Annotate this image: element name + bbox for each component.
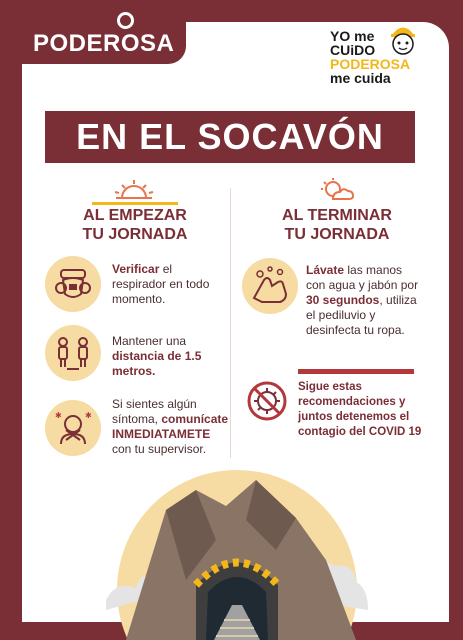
- end-heading: AL TERMINAR TU JORNADA: [262, 206, 412, 244]
- svg-text:✱: ✱: [55, 411, 62, 420]
- logo-ring-icon: [117, 12, 134, 29]
- brand-name: PODEROSA: [33, 30, 175, 57]
- covid-message: Sigue estas recomendaciones y juntos det…: [298, 381, 422, 438]
- handwash-text: Lávate las manos con agua y jabón por 30…: [306, 263, 424, 338]
- mascot-icon: [391, 27, 415, 55]
- distance-text-pre: Mantener una: [112, 334, 187, 348]
- respirator-text: Verificar el respirador en todo momento.: [112, 262, 220, 307]
- distance-text-bold: distancia de 1.5 metros.: [112, 349, 202, 378]
- handwash-text2: , utiliza el pediluvio y desinfecta tu r…: [306, 293, 417, 337]
- slogan-line3: PODEROSA: [330, 56, 411, 72]
- page-title: EN EL SOCAVÓN: [76, 116, 384, 157]
- respirator-circle: [45, 256, 101, 312]
- svg-text:✱: ✱: [85, 411, 92, 420]
- symptoms-circle: ✱ ✱: [45, 400, 101, 456]
- start-heading: AL EMPEZAR TU JORNADA: [60, 206, 210, 244]
- symptoms-icon: ✱ ✱: [55, 411, 92, 445]
- slogan-logo: YO me CUiDO PODEROSA me cuida: [330, 29, 440, 85]
- sunrise-icon: [114, 180, 154, 199]
- respirator-text-rest: el respirador en todo momento.: [112, 262, 210, 306]
- start-heading-line1: AL EMPEZAR: [83, 207, 187, 224]
- no-virus-icon: [247, 381, 287, 421]
- handwash-text1: las manos con agua y jabón por: [306, 263, 419, 292]
- start-underline: [92, 202, 178, 205]
- column-divider: [230, 188, 231, 458]
- respirator-icon: [55, 269, 91, 298]
- end-heading-line1: AL TERMINAR: [282, 207, 392, 224]
- slogan-line1: YO me: [330, 28, 375, 44]
- brand-tab: [0, 0, 186, 64]
- sunset-cloud-icon: [321, 178, 355, 200]
- brand-logo: PODEROSA: [33, 12, 175, 58]
- distance-circle: [45, 325, 101, 381]
- handwash-bold1: Lávate: [306, 263, 345, 277]
- covid-rule: [298, 369, 414, 374]
- handwash-circle: [242, 258, 298, 314]
- slogan-line4: me cuida: [330, 70, 391, 86]
- symptoms-text-bold: comunícate INMEDIATAMETE: [112, 412, 229, 441]
- symptoms-text-rest: con tu supervisor.: [112, 442, 207, 456]
- distance-icon: [58, 337, 88, 370]
- slogan-line2: CUiDO: [330, 42, 376, 58]
- respirator-text-bold: Verificar: [112, 262, 160, 276]
- handwash-bold2: 30 segundos: [306, 293, 380, 307]
- symptoms-text: Si sientes algún síntoma, comunícate INM…: [112, 397, 232, 457]
- start-heading-line2: TU JORNADA: [82, 226, 188, 243]
- symptoms-text-pre: Si sientes algún síntoma,: [112, 397, 197, 426]
- mine-tunnel-illustration: [106, 470, 368, 640]
- title-banner: EN EL SOCAVÓN: [45, 111, 415, 163]
- handwash-icon: [252, 266, 288, 303]
- distance-text: Mantener una distancia de 1.5 metros.: [112, 334, 224, 379]
- end-heading-line2: TU JORNADA: [284, 226, 390, 243]
